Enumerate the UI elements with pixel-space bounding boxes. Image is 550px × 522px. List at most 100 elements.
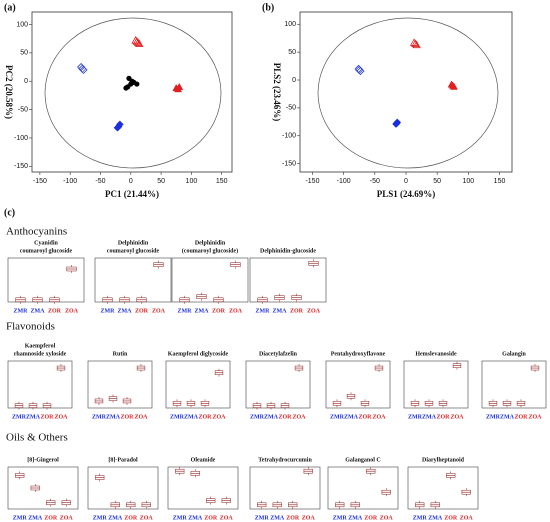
confidence-ellipse — [44, 17, 222, 169]
chart-title: Oleamide — [191, 457, 216, 463]
chart-title: (coumaroyl glucoside) — [182, 247, 238, 254]
category-label: ZMA — [184, 414, 199, 420]
point — [129, 78, 135, 84]
category-label: ZMA — [348, 515, 363, 521]
chart-title: Galanganol C — [345, 457, 381, 463]
plot-frame — [325, 360, 391, 409]
y-tick-label: -50 — [18, 106, 28, 113]
y-tick-label: 50 — [20, 50, 28, 57]
category-label: ZOR — [278, 414, 292, 420]
category-label: ZMA — [26, 414, 41, 420]
category-label: ZOR — [212, 308, 226, 314]
category-label: ZOA — [140, 515, 154, 521]
chart-title: Cyanidin — [34, 240, 58, 246]
section-title: Flavonoids — [6, 321, 55, 333]
chart-title: Tetrahydrocurcumin — [258, 457, 312, 463]
chart-title: Kaempferol diglycoside — [168, 351, 229, 357]
plot-frame — [481, 360, 547, 409]
category-label: ZMR — [13, 515, 28, 521]
chart-title: Delphinidin — [195, 240, 226, 246]
x-tick-label: -50 — [370, 178, 380, 185]
category-label: ZMA — [422, 414, 437, 420]
category-label: ZMA — [270, 515, 285, 521]
category-label: ZOR — [48, 308, 62, 314]
panel-label: (b) — [262, 2, 274, 13]
y-tick-label: -50 — [286, 105, 296, 112]
y-tick-label: -100 — [14, 135, 28, 142]
point — [79, 65, 88, 74]
chart-title: Diacetylafzelin — [259, 351, 298, 357]
category-label: ZOR — [514, 414, 528, 420]
point — [448, 81, 457, 89]
category-label: ZMR — [256, 308, 271, 314]
category-label: ZMR — [101, 308, 116, 314]
category-label: ZOA — [134, 414, 148, 420]
category-label: ZOR — [286, 515, 300, 521]
category-label: ZMR — [330, 414, 345, 420]
y-tick-label: 0 — [292, 77, 296, 84]
x-tick-label: 50 — [157, 178, 165, 185]
category-label: ZOA — [302, 515, 316, 521]
section-title: Anthocyanins — [6, 226, 67, 238]
category-label: ZOR — [290, 308, 304, 314]
point — [412, 40, 421, 49]
confidence-ellipse — [317, 17, 499, 169]
category-label: ZOR — [444, 515, 458, 521]
y-tick-label: -150 — [282, 160, 296, 167]
x-tick-label: 0 — [129, 178, 133, 185]
point — [356, 67, 365, 76]
category-label: ZMR — [178, 308, 193, 314]
chart-title: coumaroyl glucoside — [107, 248, 160, 254]
chart-title: Delphinidin-glucoside — [260, 248, 316, 254]
category-label: ZOR — [135, 308, 149, 314]
y-tick-label: 50 — [288, 49, 296, 56]
x-tick-label: -100 — [63, 178, 77, 185]
category-label: ZOA — [460, 515, 474, 521]
category-label: ZMR — [413, 515, 428, 521]
chart-title: Rutin — [113, 351, 128, 357]
plot-frame — [7, 466, 79, 510]
plot-frame — [299, 11, 513, 173]
point — [78, 64, 87, 73]
chart-title: Pentahydroxyflavone — [331, 351, 386, 357]
category-label: ZOA — [229, 308, 243, 314]
plot-frame — [87, 466, 159, 510]
y-tick-label: -150 — [14, 163, 28, 170]
chart-title: Galangin — [502, 351, 526, 357]
chart-title: coumaroyl glucoside — [20, 248, 73, 254]
category-label: ZMR — [14, 308, 29, 314]
category-label: ZMA — [195, 308, 210, 314]
x-tick-label: 0 — [404, 178, 408, 185]
category-label: ZOA — [372, 414, 386, 420]
chart-title: [8]-Gingerol — [27, 457, 59, 463]
category-label: ZMR — [93, 515, 108, 521]
category-label: ZMA — [264, 414, 279, 420]
x-tick-label: 50 — [433, 178, 441, 185]
category-label: ZMR — [92, 414, 107, 420]
point — [123, 85, 129, 91]
category-label: ZOR — [124, 515, 138, 521]
category-label: ZOA — [528, 414, 542, 420]
category-label: ZMR — [173, 515, 188, 521]
plot-frame — [403, 360, 469, 409]
category-label: ZOA — [60, 515, 74, 521]
y-axis-title: PC2 (20.58%) — [4, 65, 14, 119]
category-label: ZMA — [344, 414, 359, 420]
category-label: ZOR — [120, 414, 134, 420]
x-tick-label: 150 — [216, 178, 228, 185]
category-label: ZMA — [118, 308, 133, 314]
plot-frame — [94, 257, 172, 303]
plot-frame — [7, 257, 85, 303]
category-label: ZMR — [170, 414, 185, 420]
category-label: ZMA — [31, 308, 46, 314]
point — [133, 38, 143, 46]
point — [392, 119, 401, 128]
y-tick-label: -100 — [282, 133, 296, 140]
x-tick-label: -100 — [337, 178, 351, 185]
y-tick-label: 100 — [16, 21, 28, 28]
point — [174, 85, 182, 93]
category-label: ZOA — [307, 308, 321, 314]
plot-frame — [407, 466, 479, 510]
section-title: Oils & Others — [6, 432, 68, 444]
